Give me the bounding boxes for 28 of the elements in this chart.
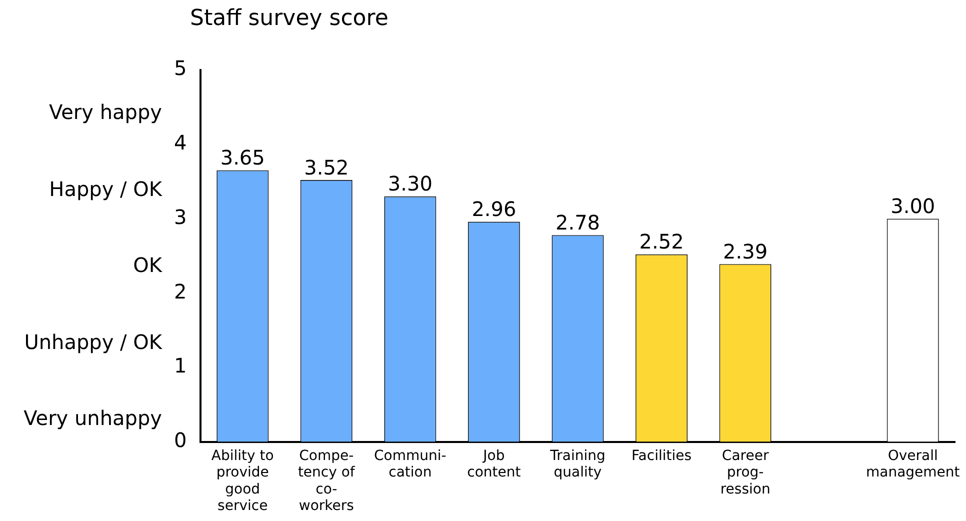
data-label: 3.52 xyxy=(304,155,349,180)
y-tick-label: 0 xyxy=(174,428,187,452)
x-tick-label: Overall management xyxy=(866,448,960,481)
x-tick-label: Training quality xyxy=(549,448,606,481)
text: Happy / OK xyxy=(49,176,162,200)
data-label: 2.52 xyxy=(639,230,684,254)
x-tick-label: Ability to provide good service xyxy=(211,448,274,514)
x-tick-label: Facilities xyxy=(632,448,692,464)
x-tick-label: Career prog- ression xyxy=(720,448,770,498)
text: Unhappy / OK xyxy=(24,330,162,354)
data-label: 3.30 xyxy=(388,172,432,196)
x-tick-label: Communi- cation xyxy=(374,448,446,481)
x-tick-label: Job content xyxy=(467,448,522,481)
chart-title: Staff survey score xyxy=(190,6,388,31)
y-tick-label: 2 xyxy=(174,279,187,304)
y-tick-label: 4 xyxy=(174,130,187,155)
y-tick-label: 3 xyxy=(174,204,187,229)
y-tick-label: 1 xyxy=(174,354,187,378)
data-label: 3.00 xyxy=(890,194,936,218)
y-tick-label: 5 xyxy=(174,56,187,80)
x-tick-label: Compe- tency of co- workers xyxy=(298,448,356,514)
data-label: 2.39 xyxy=(723,239,768,264)
data-label: 2.78 xyxy=(555,210,600,234)
data-label: 3.65 xyxy=(220,146,265,170)
text: OK xyxy=(133,253,162,277)
text: Very happy xyxy=(48,100,162,124)
data-label: 2.96 xyxy=(472,196,516,221)
text: Very unhappy xyxy=(24,406,162,430)
